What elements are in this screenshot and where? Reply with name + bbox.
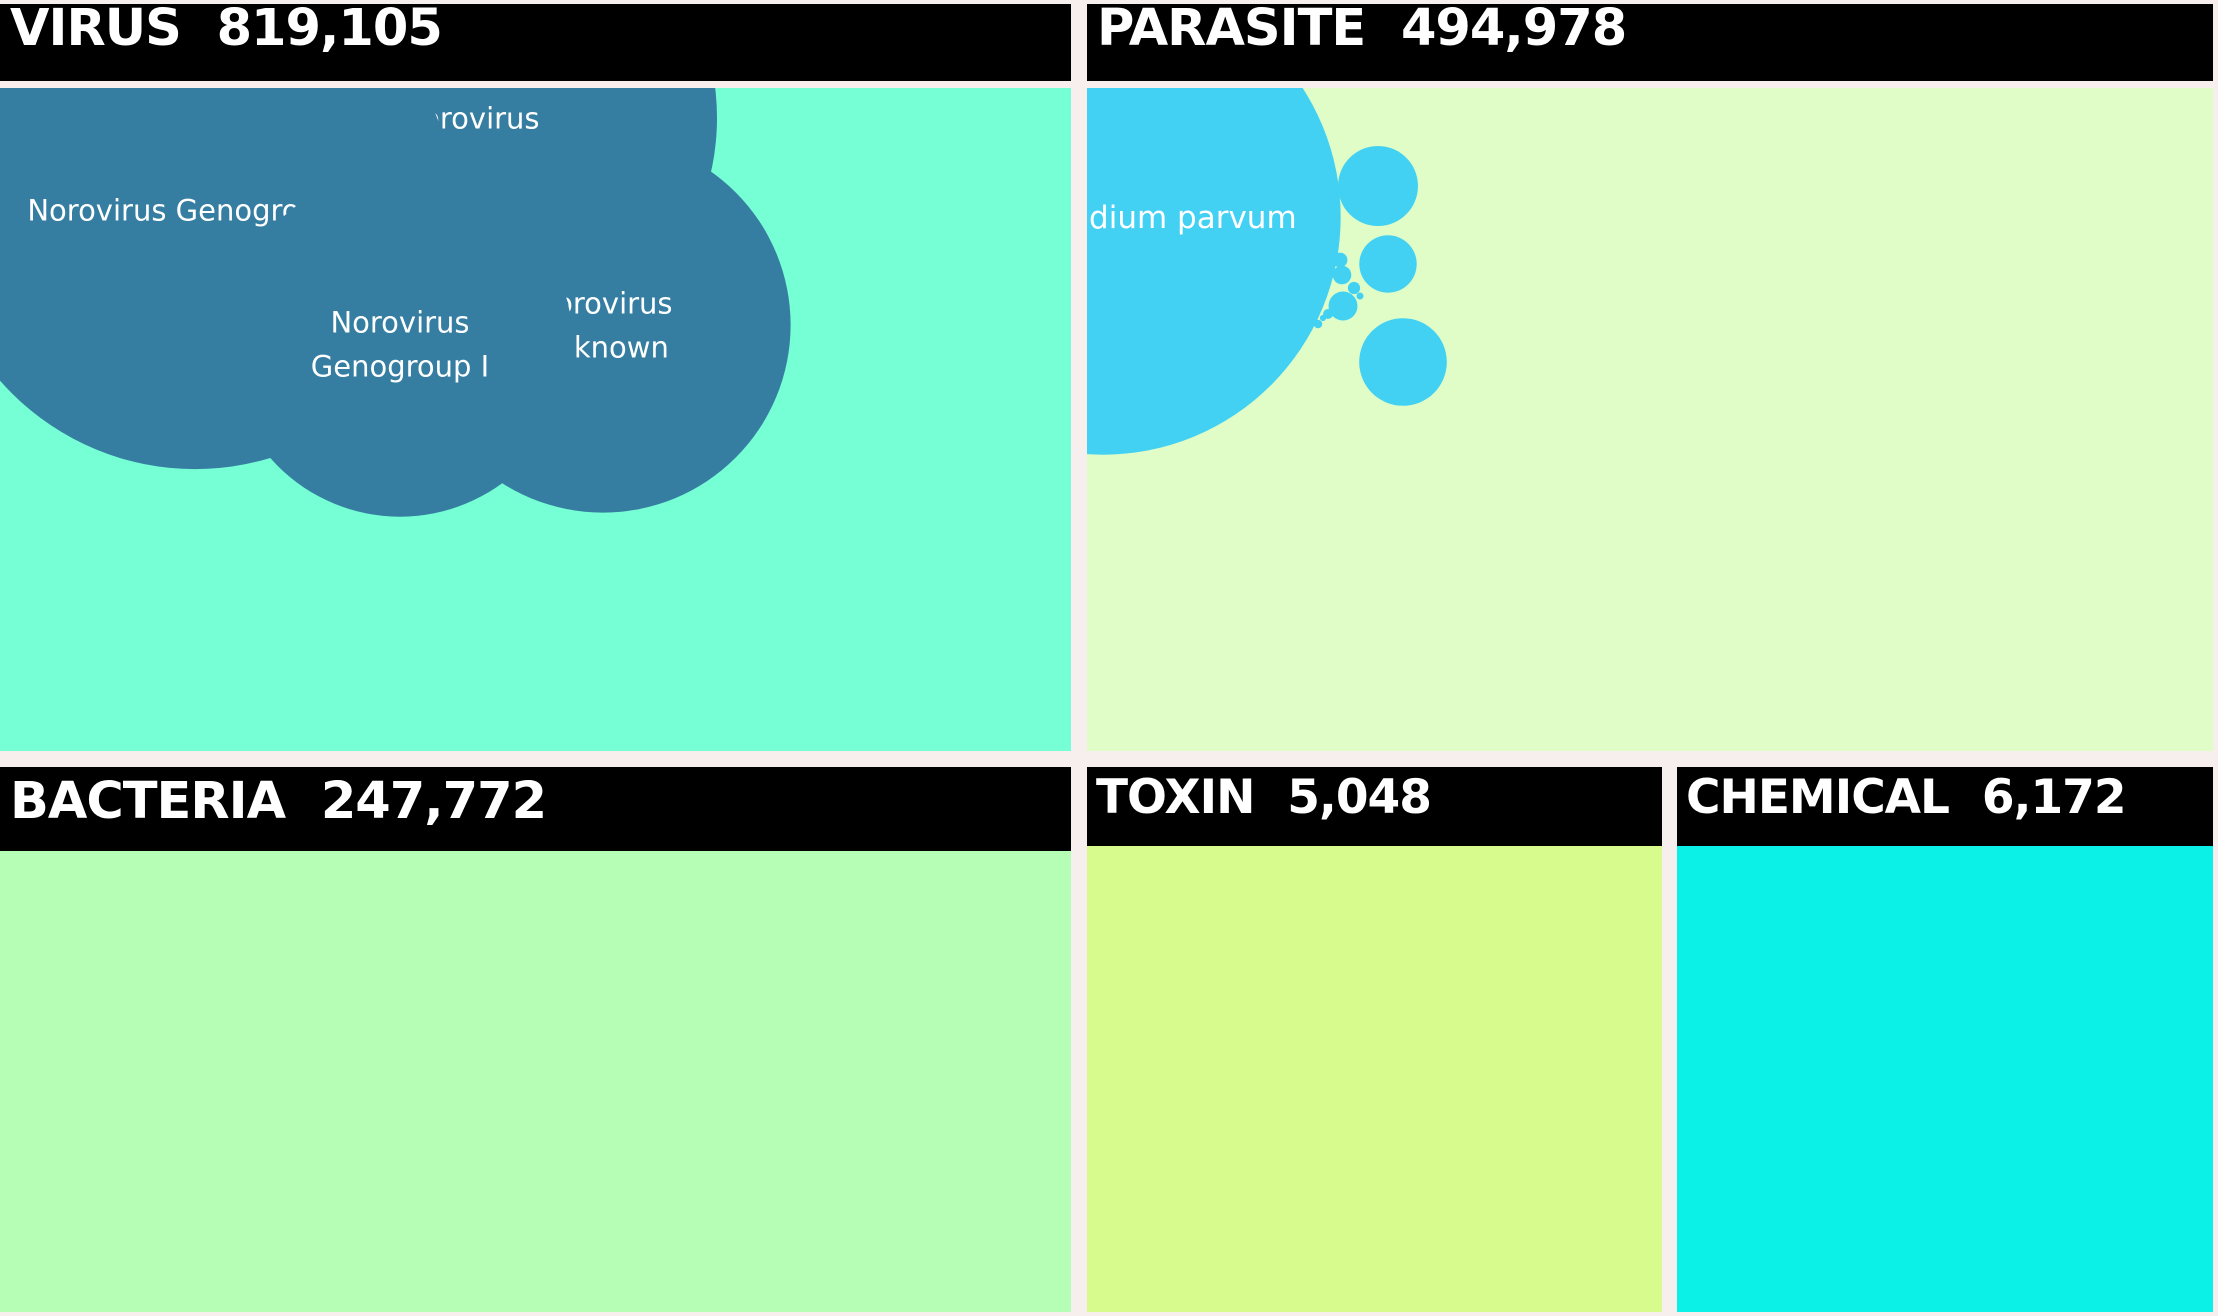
chemical-bubble-chart: Chlordane	[1677, 846, 2213, 1312]
bubble[interactable]	[1332, 265, 1352, 285]
bubble[interactable]	[1338, 146, 1418, 226]
bubble[interactable]	[1356, 292, 1364, 300]
chemical-panel: CHEMICAL 6,172 Chlordane	[1677, 767, 2213, 1312]
chemical-header: CHEMICAL 6,172	[1677, 767, 2213, 847]
bacteria-panel: BACTERIA 247,772 Salmonellaenterica	[0, 767, 1071, 1312]
bubble[interactable]	[356, 241, 364, 249]
parasite-category-label: PARASITE	[1097, 4, 1366, 58]
bubble[interactable]	[1319, 314, 1327, 322]
virus-panel: VIRUS 819,105 Norovirus Norovirus Genogrou…	[0, 4, 1071, 751]
bubble[interactable]	[1359, 318, 1447, 406]
bubble[interactable]	[1332, 252, 1348, 268]
virus-header: VIRUS 819,105	[0, 4, 1071, 81]
bubble[interactable]	[343, 211, 349, 217]
bubble[interactable]	[227, 171, 573, 517]
parasite-bubble-chart: Cryptosporidium parvum	[1087, 88, 2213, 751]
bubble-label: Cryptosporidium parvum	[1087, 200, 1297, 236]
bubble[interactable]	[431, 424, 461, 454]
bacteria-total-count: 247,772	[320, 772, 547, 831]
bacteria-bubble-area: Salmonellaenterica	[0, 851, 1071, 1312]
bubble-label: Norovirus Genogroup I	[311, 305, 489, 383]
bubble[interactable]	[370, 234, 382, 246]
bubble[interactable]	[1347, 281, 1361, 295]
parasite-bubble-area: Cryptosporidium parvum	[1087, 88, 2213, 751]
bubble[interactable]	[337, 205, 351, 219]
virus-category-label: VIRUS	[10, 4, 182, 58]
parasite-panel: PARASITE 494,978 Cryptosporidium parvum	[1087, 4, 2213, 751]
panel-background	[1087, 846, 1662, 1312]
toxin-header: TOXIN 5,048	[1087, 767, 1662, 847]
bubble[interactable]	[452, 412, 460, 420]
bubble[interactable]	[1313, 319, 1323, 329]
toxin-bubble-chart: ScombroidtoxinCiguatoxin	[1087, 846, 1662, 1312]
toxin-panel: TOXIN 5,048 ScombroidtoxinCiguatoxin	[1087, 767, 1662, 1312]
panel-background	[0, 851, 1071, 1312]
parasite-header: PARASITE 494,978	[1087, 4, 2213, 81]
bacteria-header: BACTERIA 247,772	[0, 767, 1071, 854]
parasite-total-count: 494,978	[1400, 4, 1627, 58]
panel-background	[1677, 846, 2213, 1312]
toxin-bubble-area: ScombroidtoxinCiguatoxin	[1087, 846, 1662, 1312]
bubble[interactable]	[446, 419, 456, 429]
virus-bubble-area: Norovirus Norovirus Genogroup II Norovirus…	[0, 88, 1071, 751]
bubble[interactable]	[1359, 235, 1417, 293]
chemical-total-count: 6,172	[1981, 770, 2127, 825]
bacteria-bubble-chart: Salmonellaenterica	[0, 851, 1071, 1312]
toxin-total-count: 5,048	[1287, 770, 1432, 825]
bubble[interactable]	[449, 398, 503, 452]
bubble[interactable]	[244, 88, 363, 126]
virus-total-count: 819,105	[216, 4, 443, 58]
chemical-bubble-area: Chlordane	[1677, 846, 2213, 1312]
bubble[interactable]	[1328, 291, 1358, 321]
toxin-category-label: TOXIN	[1096, 770, 1255, 825]
bubble[interactable]	[1087, 88, 1341, 455]
bacteria-category-label: BACTERIA	[10, 772, 286, 831]
chemical-category-label: CHEMICAL	[1686, 770, 1950, 825]
